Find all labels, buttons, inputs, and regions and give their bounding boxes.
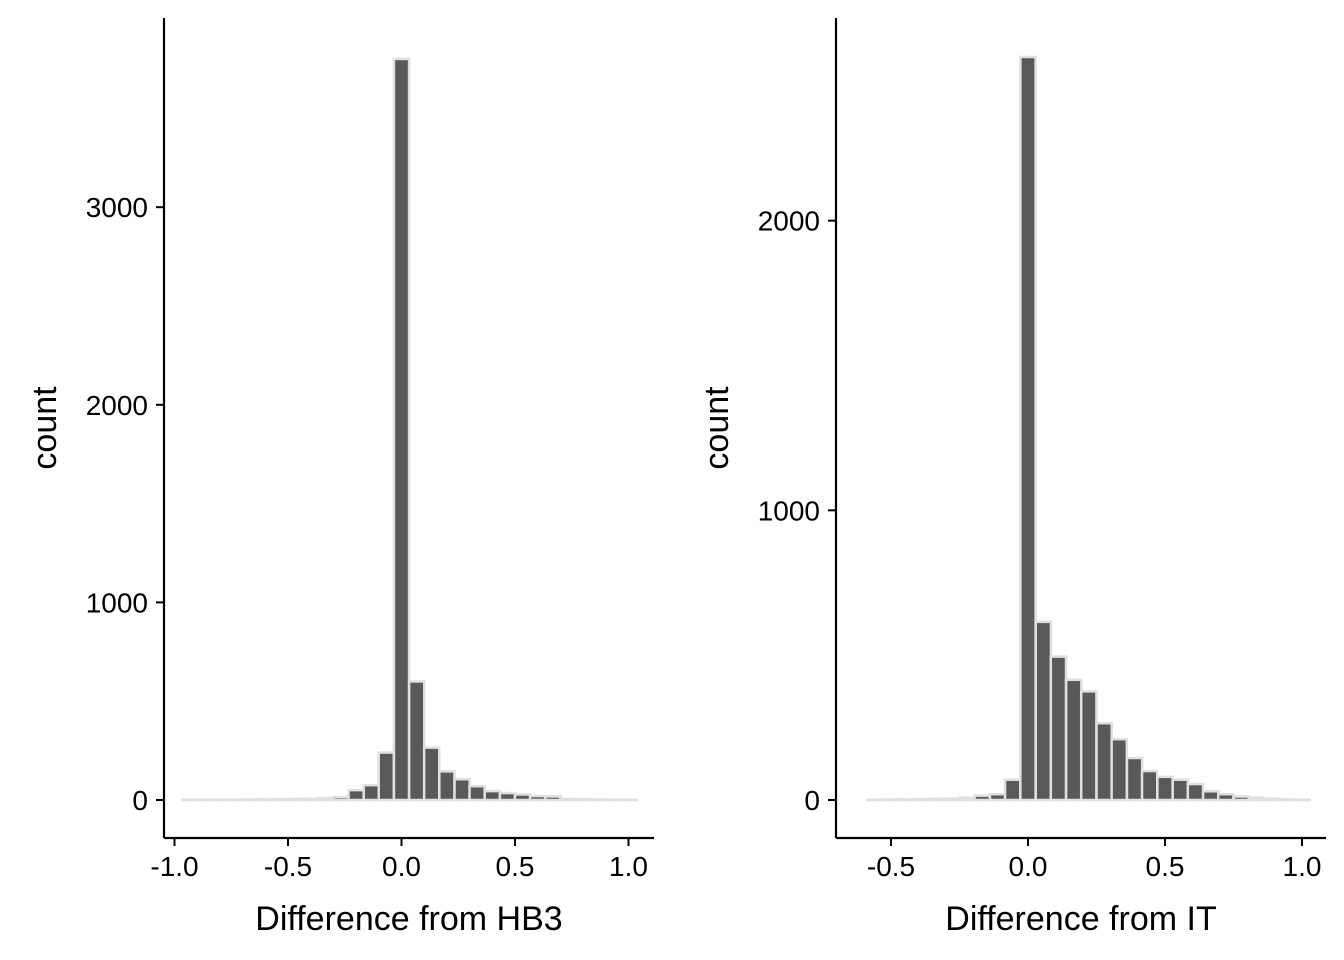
histogram-bar	[1156, 775, 1174, 802]
histogram-bar	[912, 797, 931, 802]
bar-group	[866, 55, 1311, 802]
x-tick-label: 0.5	[1146, 851, 1185, 882]
y-tick-label: 0	[804, 785, 820, 816]
histogram-bar	[271, 797, 290, 802]
histogram-bar	[286, 797, 305, 802]
bar-group	[180, 57, 638, 802]
histogram-bar	[1216, 792, 1235, 802]
histogram-bar	[468, 784, 486, 802]
x-tick-label: 1.0	[1283, 851, 1322, 882]
x-tick-label: -1.0	[150, 851, 198, 882]
x-axis-title: Difference from HB3	[255, 900, 562, 938]
x-tick-label: -0.5	[264, 851, 312, 882]
histogram-bar	[574, 797, 592, 802]
histogram-bar	[317, 796, 335, 802]
y-tick-label: 1000	[86, 587, 148, 618]
histogram-bar	[1140, 769, 1159, 802]
histogram-bar	[958, 796, 977, 802]
histogram-bar	[438, 770, 456, 802]
histogram-bar	[1262, 797, 1281, 802]
histogram-panel-it: 0 1000 2000 -0.5 0.0 0.5 1.0 count Difference…	[698, 18, 1326, 938]
histogram-bar	[1110, 737, 1129, 802]
x-tick-group: -1.0 -0.5 0.0 0.5 1.0	[150, 838, 648, 882]
x-tick-label: 0.0	[1009, 851, 1048, 882]
histogram-bar	[927, 797, 946, 802]
histogram-bar	[377, 751, 396, 802]
y-tick-group: 0 1000 2000	[758, 206, 836, 816]
histogram-bar	[882, 798, 900, 802]
histogram-bar	[256, 798, 275, 802]
histogram-bar	[392, 57, 411, 802]
histogram-bar	[1125, 756, 1144, 802]
y-tick-label: 1000	[758, 495, 820, 526]
y-axis-title: count	[698, 386, 736, 470]
histogram-bar	[559, 797, 577, 802]
histogram-bar	[1095, 721, 1114, 802]
histogram-bar	[332, 795, 350, 802]
histogram-bar	[422, 746, 441, 802]
histogram-bar	[407, 680, 426, 802]
x-axis-title: Difference from IT	[945, 900, 1216, 938]
histogram-bar	[1201, 790, 1220, 802]
histogram-bar	[544, 795, 562, 802]
histogram-bar	[362, 783, 381, 802]
histogram-bar	[589, 798, 608, 802]
y-tick-label: 2000	[758, 206, 820, 237]
x-tick-label: 0.5	[496, 851, 535, 882]
histogram-bar	[528, 794, 547, 802]
y-tick-label: 0	[132, 785, 148, 816]
histogram-bar	[241, 798, 259, 802]
histogram-bar	[1019, 55, 1037, 802]
histogram-bar	[1079, 690, 1098, 802]
histogram-bar	[1277, 798, 1296, 802]
histogram-bar	[988, 792, 1007, 802]
x-tick-label: -0.5	[867, 851, 915, 882]
histogram-bar	[347, 788, 365, 802]
histogram-bar	[483, 789, 502, 802]
y-tick-label: 2000	[86, 390, 148, 421]
histogram-bar	[973, 794, 992, 802]
histogram-bar	[942, 797, 961, 802]
histogram-bar	[1003, 778, 1022, 802]
x-tick-label: 0.0	[382, 851, 421, 882]
histogram-bar	[1232, 795, 1251, 802]
histogram-bar	[1247, 796, 1266, 802]
histogram-panel-hb3: 0 1000 2000 3000 -1.0 -0.5 0.0 0.5 1.0 count Di…	[26, 18, 654, 938]
histogram-bar	[453, 778, 471, 802]
histogram-bar	[897, 798, 916, 802]
histogram-bar	[513, 793, 532, 802]
histogram-bar	[1171, 778, 1190, 802]
y-axis-title: count	[26, 386, 64, 470]
y-tick-group: 0 1000 2000 3000	[86, 192, 164, 816]
histogram-bar	[301, 797, 320, 802]
histogram-bar	[1186, 782, 1205, 802]
x-tick-label: 1.0	[609, 851, 648, 882]
x-tick-group: -0.5 0.0 0.5 1.0	[867, 838, 1322, 882]
histogram-bar	[498, 791, 517, 802]
histogram-bar	[1049, 655, 1068, 802]
histogram-bar	[1064, 678, 1083, 802]
histogram-bar	[1034, 620, 1053, 802]
y-tick-label: 3000	[86, 192, 148, 223]
